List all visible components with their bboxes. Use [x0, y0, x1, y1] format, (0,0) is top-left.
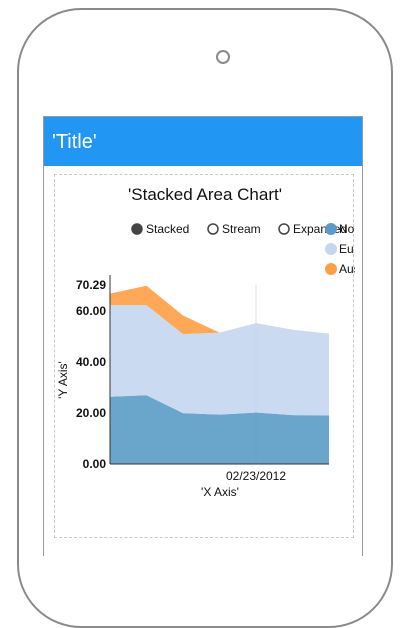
radio-icon: [278, 223, 290, 235]
legend-swatch: [325, 263, 337, 275]
stacked-area-chart: 'Stacked Area Chart' Stacked Stream Expa…: [56, 185, 355, 499]
x-axis-label: 'X Axis': [201, 485, 239, 499]
mode-label: Stacked: [146, 222, 189, 236]
legend-item-eu[interactable]: Eu: [325, 242, 354, 256]
chart-container: 'Stacked Area Chart' Stacked Stream Expa…: [54, 174, 355, 538]
y-tick-label: 20.00: [76, 406, 106, 420]
y-tick-label: 0.00: [83, 457, 107, 471]
camera-icon: [216, 50, 230, 64]
legend-swatch: [325, 223, 337, 235]
mode-option-stream[interactable]: Stream: [207, 222, 261, 236]
y-tick-label: 60.00: [76, 304, 106, 318]
app-title: 'Title': [52, 131, 97, 153]
chart-title: 'Stacked Area Chart': [128, 185, 282, 204]
legend-item-aus[interactable]: Aus: [325, 262, 355, 276]
app-bar: 'Title': [44, 117, 362, 166]
mode-option-stacked[interactable]: Stacked: [131, 222, 189, 236]
radio-icon: [207, 223, 219, 235]
legend-label: Eu: [339, 242, 354, 256]
y-tick-label: 40.00: [76, 355, 106, 369]
x-tick-label: 02/23/2012: [226, 469, 286, 483]
legend-item-no[interactable]: No: [325, 222, 355, 236]
y-axis-label: 'Y Axis': [56, 361, 70, 399]
legend-swatch: [325, 243, 337, 255]
mode-label: Stream: [222, 222, 261, 236]
app-screen: 'Title' 'Stacked Area Chart' Stacked Str…: [43, 116, 363, 556]
radio-icon: [131, 223, 143, 235]
series-area-no: [110, 395, 329, 464]
series-area-aus: [110, 285, 329, 335]
series-area-eu: [110, 305, 329, 416]
legend-label: No: [339, 222, 355, 236]
legend-label: Aus: [339, 262, 355, 276]
y-tick-label: 70.29: [76, 278, 106, 292]
